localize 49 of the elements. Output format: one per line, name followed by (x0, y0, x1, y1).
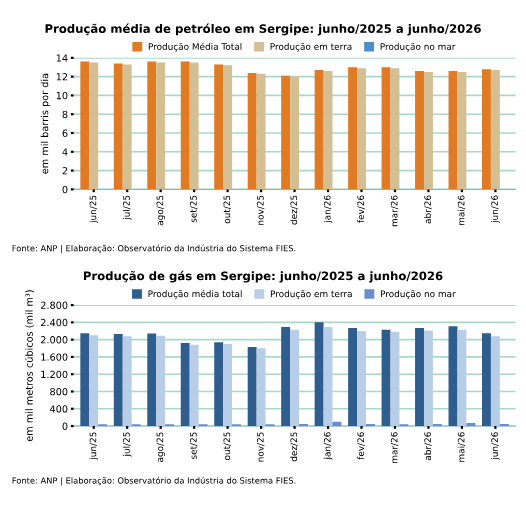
bar (482, 333, 491, 427)
bar (180, 343, 190, 427)
bar (415, 71, 424, 190)
bar (189, 344, 199, 427)
bar (423, 71, 433, 190)
bar (122, 64, 132, 190)
bar (448, 326, 458, 427)
bar (281, 75, 291, 190)
bar (156, 335, 166, 427)
bar (247, 72, 257, 190)
bar (180, 61, 190, 190)
bar (490, 336, 500, 427)
bar (256, 73, 266, 190)
bar (348, 327, 358, 427)
bar (357, 68, 366, 190)
bar (223, 65, 233, 190)
bar (214, 342, 224, 427)
bar (147, 61, 157, 190)
bar (290, 76, 300, 190)
bar (256, 348, 266, 427)
bar (281, 327, 291, 427)
bar (490, 70, 500, 190)
bar (223, 343, 233, 427)
bar (89, 335, 99, 427)
bar (457, 71, 467, 190)
bar (381, 329, 391, 427)
bar (156, 62, 166, 190)
bar (80, 61, 90, 190)
bar (290, 329, 300, 427)
bar (214, 64, 224, 190)
bar (147, 333, 157, 427)
bar (80, 333, 90, 427)
bar (122, 336, 132, 427)
bar (314, 70, 324, 190)
bar (247, 346, 257, 427)
bar (113, 334, 123, 427)
bar (348, 67, 358, 190)
bar (189, 62, 199, 190)
bar (415, 327, 424, 427)
bar (457, 329, 467, 427)
bar (332, 421, 342, 427)
bar (314, 322, 324, 427)
bar (482, 69, 491, 190)
bar (423, 330, 433, 427)
bar (357, 331, 366, 427)
bar (89, 62, 99, 190)
bar (381, 67, 391, 190)
bar (113, 63, 123, 190)
bar (323, 327, 333, 427)
